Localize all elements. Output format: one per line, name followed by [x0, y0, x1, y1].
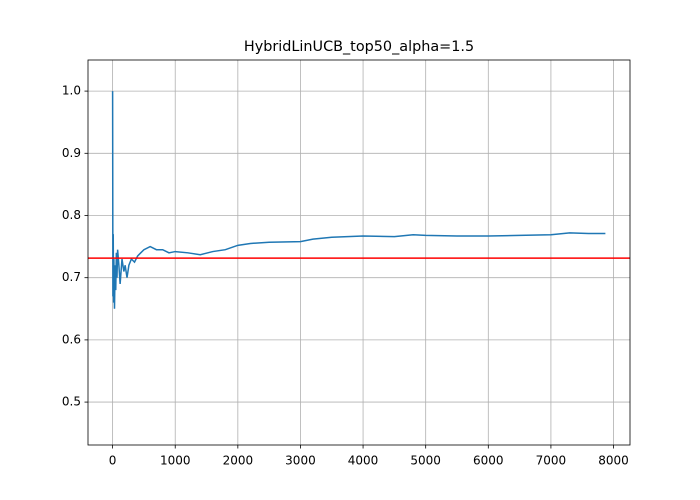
x-tick-label: 7000 — [536, 454, 567, 468]
x-tick-label: 6000 — [473, 454, 504, 468]
chart-title: HybridLinUCB_top50_alpha=1.5 — [244, 39, 474, 55]
x-tick-label: 3000 — [285, 454, 316, 468]
y-tick-label: 0.5 — [62, 395, 81, 409]
y-tick-label: 1.0 — [62, 84, 81, 98]
x-tick-label: 4000 — [348, 454, 379, 468]
axes-frame — [87, 59, 631, 446]
x-tick-label: 1000 — [160, 454, 191, 468]
y-tick-label: 0.7 — [62, 270, 81, 284]
data-line — [111, 91, 606, 309]
x-tick-label: 2000 — [223, 454, 254, 468]
x-tick-label: 0 — [109, 454, 117, 468]
y-tick-label: 0.8 — [62, 208, 81, 222]
x-tick-label: 5000 — [410, 454, 441, 468]
y-tick-label: 0.6 — [62, 332, 81, 346]
x-tick-label: 8000 — [598, 454, 629, 468]
y-tick-label: 0.9 — [62, 146, 81, 160]
